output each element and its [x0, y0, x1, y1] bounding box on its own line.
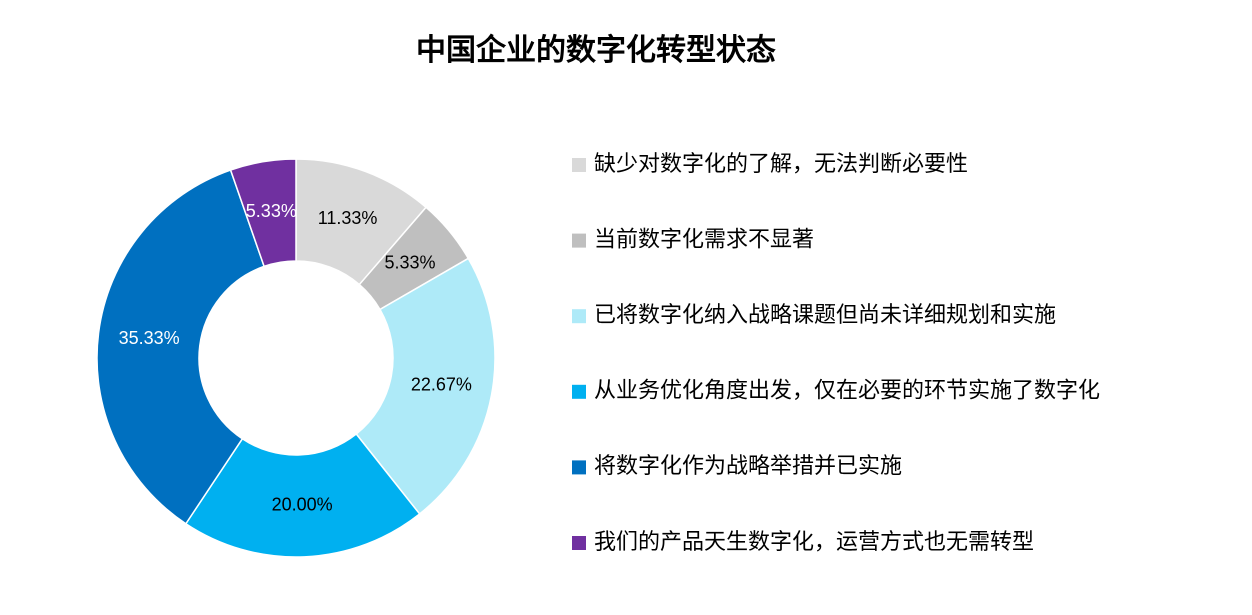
value-label: 5.33% — [246, 201, 297, 221]
value-label: 11.33% — [318, 208, 378, 228]
value-label: 5.33% — [384, 252, 435, 272]
legend-text: 当前数字化需求不显著 — [594, 226, 814, 251]
legend-swatch — [572, 460, 586, 475]
donut-slice — [355, 257, 496, 516]
legend-text: 我们的产品天生数字化，运营方式也无需转型 — [594, 529, 1034, 554]
value-label: 20.00% — [272, 495, 333, 515]
value-label: 35.33% — [119, 328, 180, 348]
legend-text: 从业务优化角度出发，仅在必要的环节实施了数字化 — [594, 378, 1100, 403]
legend-swatch — [572, 309, 586, 324]
chart-title: 中国企业的数字化转型状态 — [416, 33, 776, 67]
legend-text: 将数字化作为战略举措并已实施 — [594, 453, 902, 478]
donut-slice — [184, 432, 421, 558]
donut-slice — [229, 158, 297, 268]
legend-swatch — [572, 233, 586, 248]
legend-swatch — [572, 384, 586, 399]
donut-slice — [96, 169, 266, 525]
legend-swatch — [572, 536, 586, 550]
legend-swatch — [572, 158, 586, 172]
value-label: 22.67% — [411, 374, 472, 394]
legend-text: 缺少对数字化的了解，无法判断必要性 — [594, 151, 968, 176]
legend-text: 已将数字化纳入战略课题但尚未详细规划和实施 — [594, 302, 1056, 327]
